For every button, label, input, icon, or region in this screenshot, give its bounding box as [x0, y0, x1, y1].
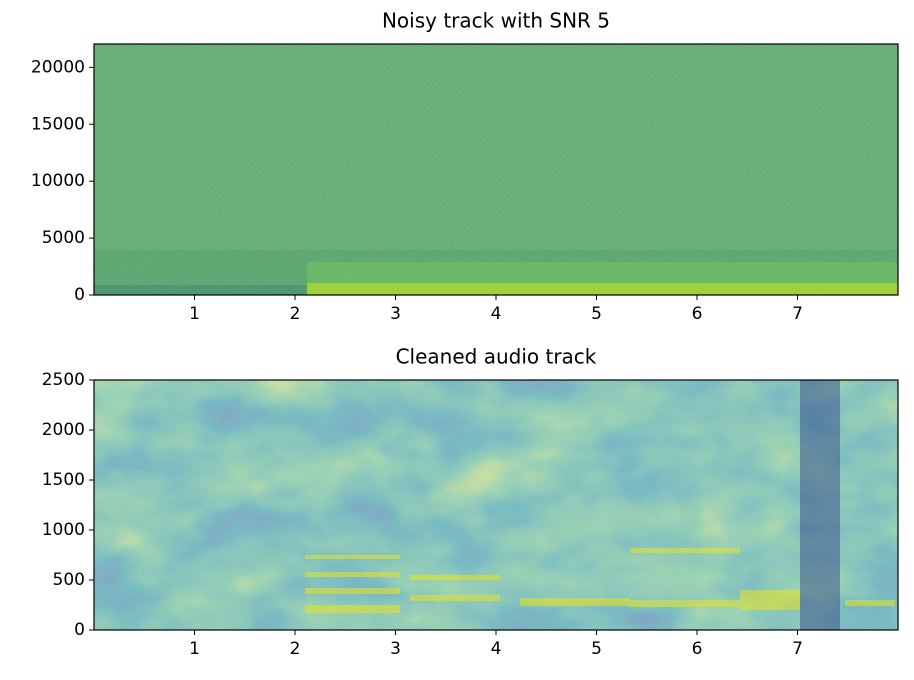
x-tick-label: 3	[390, 639, 401, 659]
x-tick-label: 2	[290, 304, 301, 324]
x-tick-label: 4	[491, 304, 502, 324]
x-tick-label: 2	[290, 639, 301, 659]
y-tick-label: 15000	[31, 114, 85, 134]
x-tick-label: 4	[491, 639, 502, 659]
x-tick-label: 5	[591, 304, 602, 324]
y-tick-label: 1500	[42, 470, 85, 490]
x-tick-label: 5	[591, 639, 602, 659]
y-tick-label: 0	[74, 620, 85, 640]
x-tick-label: 7	[792, 639, 803, 659]
y-tick-label: 5000	[42, 228, 85, 248]
y-tick-label: 1000	[42, 520, 85, 540]
x-tick-label: 1	[189, 639, 200, 659]
x-tick-label: 6	[692, 304, 703, 324]
chart-title: Cleaned audio track	[396, 345, 597, 369]
y-tick-label: 500	[53, 570, 85, 590]
y-tick-label: 0	[74, 285, 85, 305]
y-tick-label: 10000	[31, 171, 85, 191]
spectrogram-image	[94, 380, 898, 630]
x-tick-label: 3	[390, 304, 401, 324]
y-tick-label: 2000	[42, 420, 85, 440]
x-tick-label: 6	[692, 639, 703, 659]
y-tick-label: 20000	[31, 57, 85, 77]
spectrogram-image	[94, 44, 898, 295]
chart-title: Noisy track with SNR 5	[382, 9, 610, 33]
x-tick-label: 1	[189, 304, 200, 324]
y-tick-label: 2500	[42, 370, 85, 390]
x-tick-label: 7	[792, 304, 803, 324]
